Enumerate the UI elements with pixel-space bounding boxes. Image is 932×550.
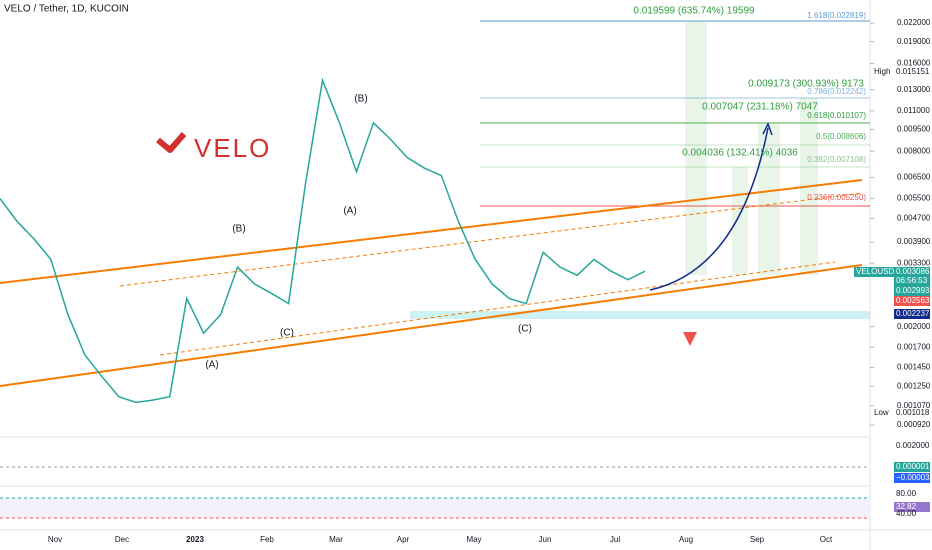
- rsi-band: [0, 498, 870, 518]
- badge-label: High: [874, 67, 890, 76]
- badge-label: 80.00: [896, 489, 917, 498]
- badge-label: 0.003086: [896, 267, 930, 276]
- annotation: 0.019599 (635.74%) 19599: [633, 6, 755, 17]
- logo-icon: [156, 132, 187, 153]
- y-tick-label: 0.004700: [897, 214, 931, 223]
- support-zone: [410, 311, 870, 319]
- x-tick-label: 2023: [186, 535, 204, 544]
- badge-label: 0.002000: [896, 441, 930, 450]
- x-tick-label: Jul: [610, 535, 620, 544]
- y-tick-label: 0.009500: [897, 125, 931, 134]
- annotation: (B): [232, 224, 245, 235]
- badge-label: 0.002237: [896, 309, 930, 318]
- y-tick-label: 0.001450: [897, 362, 931, 371]
- y-tick-label: 0.006500: [897, 173, 931, 182]
- annotation: 0.618(0.010107): [807, 111, 866, 120]
- price-badge: [894, 296, 930, 306]
- annotation: 0.786(0.012242): [807, 87, 866, 96]
- badge-label: VELOUSDT: [856, 267, 899, 276]
- annotation: (B): [354, 94, 367, 105]
- price-badge: [894, 276, 930, 286]
- x-tick-label: Nov: [48, 535, 62, 544]
- price-badge: [894, 267, 930, 277]
- y-tick-label: 0.001070: [897, 401, 931, 410]
- projection-arrow: [649, 127, 769, 291]
- badge-label: 0.001018: [896, 408, 930, 417]
- badge-label: 06:56:53: [896, 276, 928, 285]
- price-badge: [894, 286, 930, 296]
- price-line: [0, 77, 646, 404]
- x-tick-label: Oct: [820, 535, 833, 544]
- x-tick-label: Feb: [260, 535, 274, 544]
- badge-label: 40.00: [896, 509, 917, 518]
- badge-label: 0.002993: [896, 286, 930, 295]
- channel: [0, 179, 863, 387]
- annotation: 0.5(0.008606): [816, 132, 866, 141]
- badge-label: 0.002563: [896, 296, 930, 305]
- y-tick-label: 0.016000: [897, 59, 931, 68]
- x-tick-label: Mar: [329, 535, 343, 544]
- x-tick-label: Apr: [397, 535, 410, 544]
- price-badge: [894, 473, 930, 483]
- badge-label: 0.000001: [896, 462, 930, 471]
- y-tick-label: 0.001700: [897, 342, 931, 351]
- badge-label: 32.82: [896, 502, 917, 511]
- badge-label: Low: [874, 408, 889, 417]
- price-badge: [894, 309, 930, 319]
- annotation: 1.618(0.022819): [807, 11, 866, 20]
- y-tick-label: 0.019000: [897, 37, 931, 46]
- price-badge: [854, 267, 894, 277]
- y-tick-label: 0.022000: [897, 18, 931, 27]
- badge-label: −0.000038: [896, 473, 932, 482]
- logo-text: VELO: [194, 133, 271, 163]
- down-marker: [683, 332, 697, 346]
- annotation: (A): [205, 360, 218, 371]
- y-tick-label: 0.000920: [897, 420, 931, 429]
- y-tick-label: 0.001250: [897, 381, 931, 390]
- x-tick-label: Aug: [679, 535, 693, 544]
- annotation: 0.009173 (300.93%) 9173: [748, 79, 864, 90]
- arrow-head: [762, 122, 773, 136]
- y-tick-label: 0.003300: [897, 258, 931, 267]
- price-badge: [894, 462, 930, 472]
- annotation: (C): [518, 324, 532, 335]
- annotation: 0.236(0.005250): [807, 193, 866, 202]
- fib-levels: [480, 20, 870, 207]
- y-tick-label: 0.003900: [897, 237, 931, 246]
- x-tick-label: Jun: [539, 535, 552, 544]
- price-badge: [894, 502, 930, 512]
- chart-title: VELO / Tether, 1D, KUCOIN: [4, 4, 129, 15]
- y-tick-label: 0.011000: [897, 106, 930, 115]
- annotation: (A): [343, 206, 356, 217]
- x-tick-label: Sep: [750, 535, 765, 544]
- annotation: 0.004036 (132.41%) 4036: [682, 148, 798, 159]
- y-tick-label: 0.002000: [897, 322, 931, 331]
- y-tick-label: 0.008000: [897, 146, 931, 155]
- y-tick-label: 0.013000: [897, 85, 931, 94]
- x-tick-label: Dec: [115, 535, 129, 544]
- annotation: 0.382(0.007108): [807, 155, 866, 164]
- badge-label: 0.015151: [896, 67, 930, 76]
- y-tick-label: 0.005500: [897, 194, 931, 203]
- annotation: (C): [280, 328, 294, 339]
- annotation: 0.007047 (231.18%) 7047: [702, 102, 818, 113]
- x-tick-label: May: [466, 535, 481, 544]
